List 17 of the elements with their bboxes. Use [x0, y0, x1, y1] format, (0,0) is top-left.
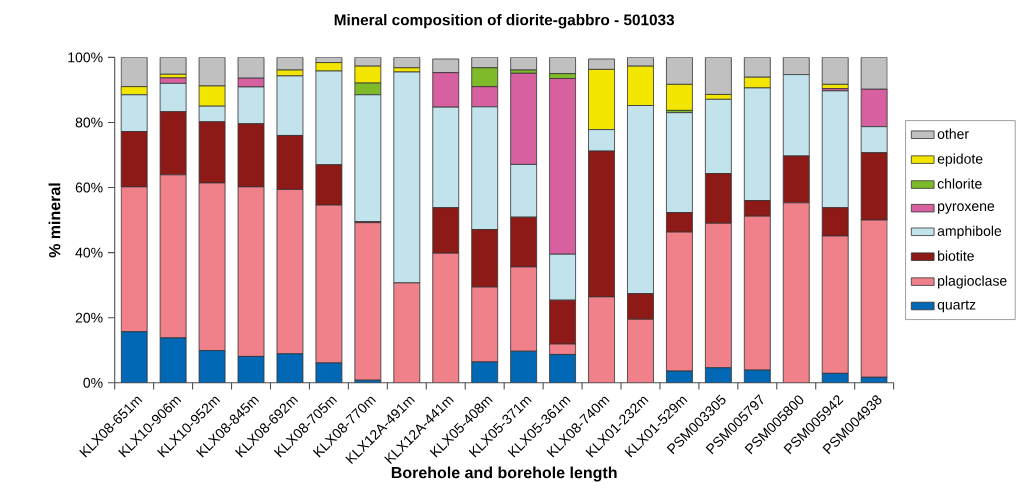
y-tick-label: 80%	[75, 117, 103, 128]
legend-label: epidote	[937, 153, 983, 167]
legend-label: amphibole	[937, 225, 1002, 239]
legend-label: plagioclase	[938, 275, 1007, 289]
y-axis-title: % mineral	[48, 183, 61, 258]
legend-label: pyroxene	[938, 203, 995, 215]
y-tick-label: 0%	[83, 378, 103, 389]
legend-label: other	[937, 128, 969, 140]
legend-label: chlorite	[937, 178, 982, 189]
y-tick-label: 40%	[75, 247, 103, 258]
y-tick-label: 100%	[68, 52, 103, 63]
y-tick-label: 20%	[75, 313, 103, 323]
legend-label: biotite	[938, 250, 974, 262]
chart-title: Mineral composition of diorite-gabbro - 501033	[334, 14, 675, 29]
legend-label: quartz	[937, 300, 976, 313]
y-tick-label: 60%	[75, 182, 103, 193]
x-axis-title: Borehole and borehole length	[391, 466, 617, 482]
